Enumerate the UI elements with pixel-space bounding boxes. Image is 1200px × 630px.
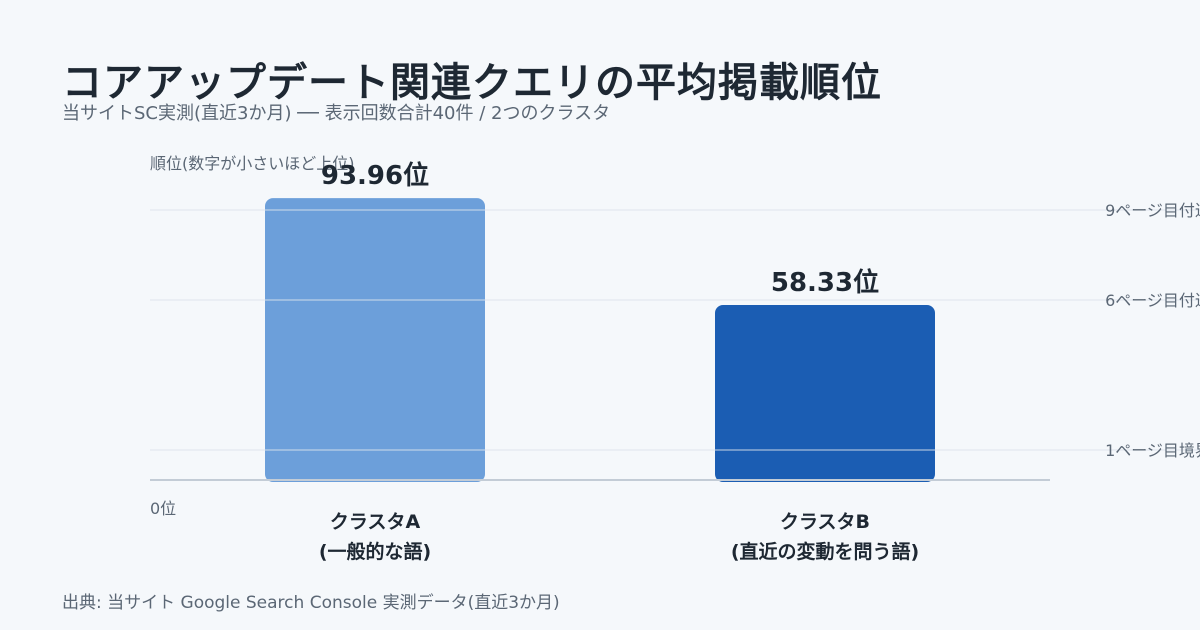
source-note: 出典: 当サイト Google Search Console 実測データ(直近3…: [62, 593, 560, 613]
zero-tick-label: 0位: [150, 499, 176, 518]
y-axis-title: 順位(数字が小さいほど上位): [150, 154, 355, 173]
category-label-2-line-1: クラスタB: [780, 511, 870, 533]
category-label-2-line-2: (直近の変動を問う語): [731, 540, 919, 563]
chart-subtitle: 当サイトSC実測(直近3か月) ── 表示回数合計40件 / 2つのクラスタ: [62, 103, 611, 124]
reference-label-1: 1ページ目境界: [1105, 441, 1200, 460]
bars-layer: [265, 198, 935, 482]
chart-title: コアアップデート関連クエリの平均掲載順位: [62, 60, 882, 106]
value-label-2: 58.33位: [771, 267, 879, 298]
category-label-1-line-2: (一般的な語): [319, 540, 431, 563]
bar-2: [715, 305, 935, 482]
value-label-1: 93.96位: [321, 160, 429, 191]
reference-label-2: 6ページ目付近: [1105, 291, 1200, 310]
reference-label-3: 9ページ目付近: [1105, 201, 1200, 220]
reference-lines-layer: 1ページ目境界 6ページ目付近 9ページ目付近: [150, 201, 1200, 460]
category-label-1-line-1: クラスタA: [330, 511, 421, 533]
bar-1: [265, 198, 485, 482]
